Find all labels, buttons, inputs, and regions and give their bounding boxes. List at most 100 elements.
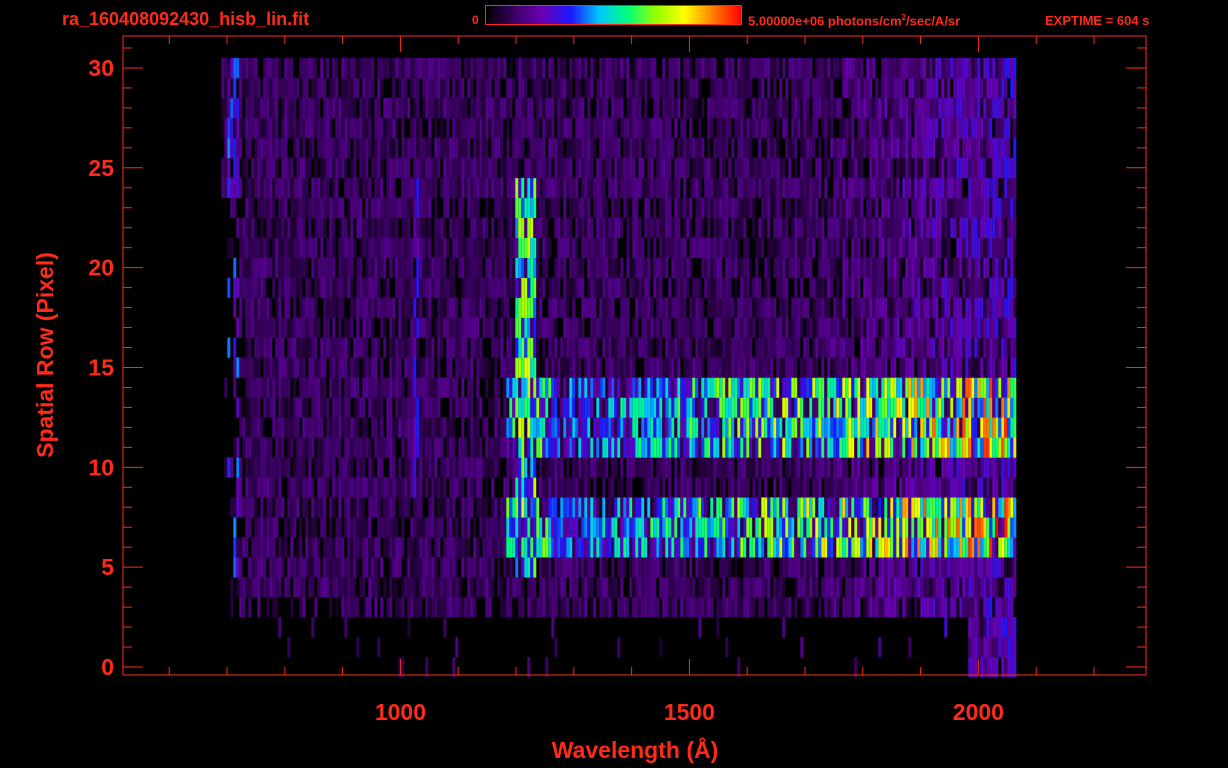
heatmap-cell (737, 257, 741, 278)
heatmap-cell (923, 237, 927, 258)
heatmap-cell (866, 217, 870, 238)
heatmap-cell (731, 517, 735, 538)
heatmap-cell (458, 217, 462, 238)
heatmap-cell (425, 317, 429, 338)
heatmap-cell (254, 477, 258, 498)
heatmap-cell (392, 557, 396, 578)
heatmap-cell (638, 337, 642, 358)
heatmap-cell (296, 537, 300, 558)
heatmap-cell (950, 417, 954, 438)
heatmap-cell (485, 377, 489, 398)
heatmap-cell (509, 337, 513, 358)
heatmap-cell (302, 317, 306, 338)
heatmap-cell (917, 277, 921, 298)
heatmap-cell (746, 377, 750, 398)
heatmap-cell (689, 497, 693, 518)
heatmap-cell (419, 237, 423, 258)
heatmap-cell (581, 577, 585, 598)
heatmap-cell (698, 537, 702, 558)
heatmap-cell (434, 557, 438, 578)
heatmap-cell (917, 257, 921, 278)
heatmap-cell (908, 577, 912, 598)
heatmap-cell (896, 257, 900, 278)
heatmap-cell (368, 257, 372, 278)
heatmap-cell (290, 557, 294, 578)
heatmap-cell (794, 537, 798, 558)
heatmap-cell (719, 537, 723, 558)
heatmap-cell (998, 557, 1002, 578)
heatmap-cell (740, 397, 744, 418)
heatmap-cell (368, 357, 372, 378)
heatmap-cell (614, 377, 618, 398)
heatmap-cell (287, 457, 291, 478)
heatmap-cell (575, 257, 579, 278)
heatmap-cell (986, 277, 990, 298)
heatmap-cell (632, 397, 636, 418)
heatmap-cell (953, 377, 957, 398)
heatmap-cell (722, 377, 726, 398)
heatmap-cell (515, 197, 519, 218)
heatmap-cell (329, 237, 333, 258)
heatmap-cell (932, 257, 936, 278)
heatmap-cell (866, 537, 870, 558)
heatmap-cell (677, 557, 681, 578)
heatmap-cell (413, 457, 417, 478)
heatmap-cell (272, 257, 276, 278)
heatmap-cell (686, 537, 690, 558)
heatmap-cell (770, 537, 774, 558)
heatmap-cell (959, 317, 963, 338)
heatmap-cell (953, 317, 957, 338)
heatmap-cell (530, 557, 534, 578)
heatmap-cell (899, 457, 903, 478)
heatmap-cell (266, 537, 270, 558)
heatmap-cell (245, 577, 249, 598)
heatmap-cell (860, 297, 864, 318)
heatmap-cell (773, 237, 777, 258)
heatmap-cell (812, 337, 816, 358)
heatmap-cell (491, 437, 495, 458)
heatmap-cell (293, 417, 297, 438)
heatmap-cell (614, 397, 618, 418)
heatmap-cell (656, 297, 660, 318)
heatmap-cell (464, 437, 468, 458)
heatmap-cell (764, 197, 768, 218)
heatmap-cell (473, 597, 477, 618)
heatmap-cell (827, 317, 831, 338)
heatmap-cell (425, 357, 429, 378)
heatmap-cell (299, 437, 303, 458)
heatmap-cell (821, 357, 825, 378)
heatmap-cell (833, 457, 837, 478)
heatmap-cell (617, 597, 621, 618)
heatmap-cell (647, 417, 651, 438)
heatmap-cell (524, 457, 528, 478)
heatmap-cell (890, 537, 894, 558)
heatmap-cell (650, 557, 654, 578)
heatmap-cell (947, 597, 951, 618)
heatmap-cell (305, 377, 309, 398)
heatmap-cell (542, 577, 546, 598)
heatmap-cell (515, 357, 519, 378)
heatmap-cell (611, 197, 615, 218)
heatmap-cell (506, 397, 510, 418)
heatmap-cell (461, 457, 465, 478)
heatmap-cell (701, 417, 705, 438)
heatmap-cell (236, 217, 240, 238)
heatmap-cell (683, 297, 687, 318)
heatmap-cell (713, 517, 717, 538)
heatmap-cell (320, 457, 324, 478)
heatmap-cell (968, 317, 972, 338)
heatmap-cell (605, 437, 609, 458)
heatmap-cell (698, 617, 702, 638)
heatmap-cell (470, 477, 474, 498)
heatmap-cell (299, 457, 303, 478)
heatmap-cell (542, 477, 546, 498)
heatmap-cell (704, 277, 708, 298)
heatmap-cell (464, 297, 468, 318)
heatmap-cell (632, 517, 636, 538)
heatmap-cell (971, 517, 975, 538)
heatmap-cell (638, 577, 642, 598)
heatmap-cell (887, 457, 891, 478)
heatmap-cell (554, 537, 558, 558)
heatmap-cell (842, 237, 846, 258)
heatmap-cell (305, 537, 309, 558)
